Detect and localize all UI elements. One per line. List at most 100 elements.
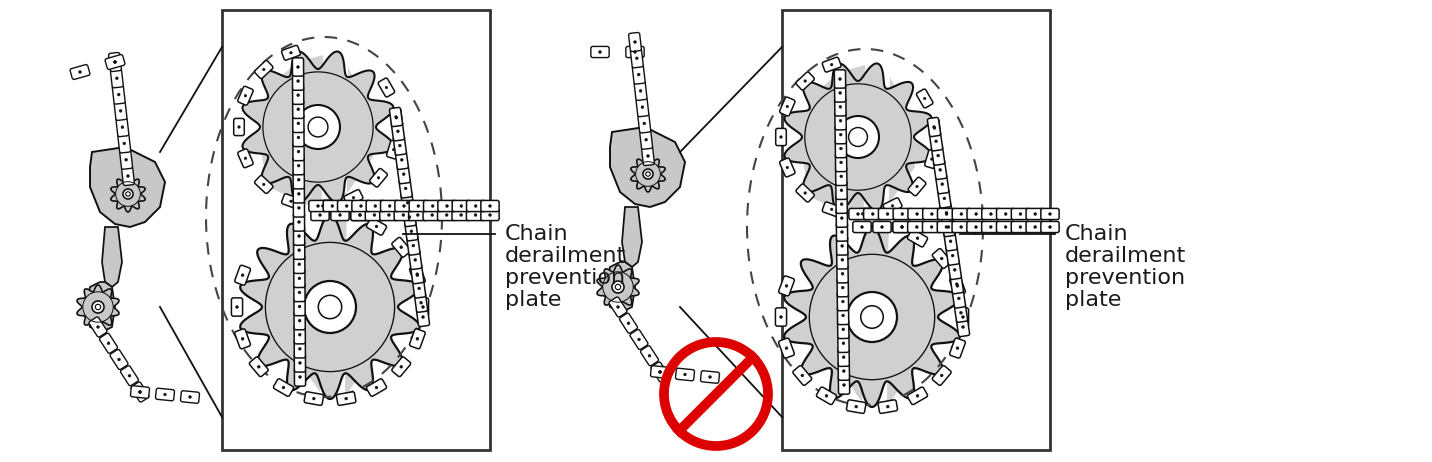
Circle shape — [861, 213, 863, 215]
Circle shape — [945, 225, 948, 228]
FancyBboxPatch shape — [922, 221, 941, 232]
Polygon shape — [597, 265, 639, 309]
Circle shape — [803, 192, 806, 195]
Circle shape — [243, 94, 246, 97]
Circle shape — [298, 178, 301, 181]
FancyBboxPatch shape — [467, 201, 485, 212]
FancyBboxPatch shape — [294, 241, 305, 259]
FancyBboxPatch shape — [417, 298, 428, 316]
Circle shape — [1020, 225, 1022, 228]
Circle shape — [959, 213, 962, 215]
Polygon shape — [77, 285, 119, 329]
FancyBboxPatch shape — [952, 221, 971, 232]
Circle shape — [939, 169, 942, 171]
Circle shape — [298, 207, 301, 209]
FancyBboxPatch shape — [410, 329, 425, 349]
Circle shape — [421, 305, 424, 309]
FancyBboxPatch shape — [951, 274, 964, 294]
FancyBboxPatch shape — [982, 208, 1000, 219]
Circle shape — [415, 337, 418, 340]
Circle shape — [460, 205, 463, 207]
Circle shape — [116, 77, 119, 80]
Circle shape — [417, 205, 420, 207]
Circle shape — [644, 138, 647, 141]
Circle shape — [639, 90, 642, 92]
FancyBboxPatch shape — [292, 114, 304, 133]
FancyBboxPatch shape — [836, 237, 848, 255]
FancyBboxPatch shape — [117, 134, 130, 153]
Circle shape — [659, 371, 662, 373]
Circle shape — [408, 216, 411, 219]
FancyBboxPatch shape — [935, 175, 949, 194]
Circle shape — [1034, 225, 1037, 228]
FancyBboxPatch shape — [481, 201, 500, 212]
FancyBboxPatch shape — [235, 265, 251, 285]
Circle shape — [841, 231, 843, 233]
Text: derailment: derailment — [1065, 246, 1186, 266]
Circle shape — [318, 295, 342, 319]
Circle shape — [474, 205, 477, 207]
Circle shape — [474, 213, 477, 216]
FancyBboxPatch shape — [637, 114, 650, 133]
Circle shape — [959, 311, 962, 314]
FancyBboxPatch shape — [417, 307, 430, 327]
FancyBboxPatch shape — [626, 46, 644, 58]
FancyBboxPatch shape — [1041, 208, 1060, 219]
Circle shape — [374, 205, 377, 207]
Circle shape — [331, 205, 334, 207]
FancyBboxPatch shape — [793, 365, 812, 385]
Circle shape — [839, 161, 842, 164]
FancyBboxPatch shape — [838, 306, 849, 325]
FancyBboxPatch shape — [295, 354, 305, 372]
Circle shape — [397, 130, 400, 133]
Circle shape — [886, 213, 889, 215]
Circle shape — [951, 254, 954, 257]
FancyBboxPatch shape — [932, 365, 951, 385]
Circle shape — [120, 126, 123, 128]
Circle shape — [321, 205, 324, 207]
Circle shape — [932, 126, 935, 128]
Circle shape — [304, 281, 357, 333]
FancyBboxPatch shape — [394, 136, 407, 155]
FancyBboxPatch shape — [967, 221, 985, 232]
Circle shape — [298, 305, 301, 308]
FancyBboxPatch shape — [156, 388, 175, 401]
Circle shape — [839, 119, 842, 122]
Circle shape — [412, 244, 415, 247]
Circle shape — [800, 374, 803, 377]
Circle shape — [296, 108, 299, 111]
FancyBboxPatch shape — [836, 223, 848, 241]
FancyBboxPatch shape — [294, 298, 305, 316]
FancyBboxPatch shape — [835, 153, 846, 172]
FancyBboxPatch shape — [467, 209, 484, 220]
Circle shape — [785, 285, 788, 287]
FancyBboxPatch shape — [838, 292, 849, 311]
Circle shape — [113, 61, 116, 63]
FancyBboxPatch shape — [294, 199, 305, 217]
Circle shape — [345, 397, 348, 400]
Circle shape — [842, 328, 845, 331]
Circle shape — [421, 316, 424, 318]
Circle shape — [139, 390, 142, 394]
Circle shape — [238, 126, 241, 128]
FancyBboxPatch shape — [122, 166, 135, 186]
Circle shape — [431, 213, 434, 216]
FancyBboxPatch shape — [294, 213, 305, 231]
Circle shape — [924, 97, 927, 100]
Circle shape — [915, 185, 918, 188]
FancyBboxPatch shape — [776, 128, 786, 146]
Circle shape — [842, 314, 845, 317]
FancyBboxPatch shape — [387, 140, 401, 159]
FancyBboxPatch shape — [115, 101, 127, 121]
FancyBboxPatch shape — [367, 201, 384, 212]
FancyBboxPatch shape — [836, 195, 848, 213]
Circle shape — [941, 257, 944, 260]
FancyBboxPatch shape — [948, 260, 961, 280]
Circle shape — [338, 213, 341, 216]
Circle shape — [646, 172, 650, 176]
Circle shape — [841, 217, 843, 219]
FancyBboxPatch shape — [938, 189, 951, 208]
Circle shape — [417, 213, 420, 216]
Circle shape — [633, 50, 636, 54]
Circle shape — [308, 117, 328, 137]
